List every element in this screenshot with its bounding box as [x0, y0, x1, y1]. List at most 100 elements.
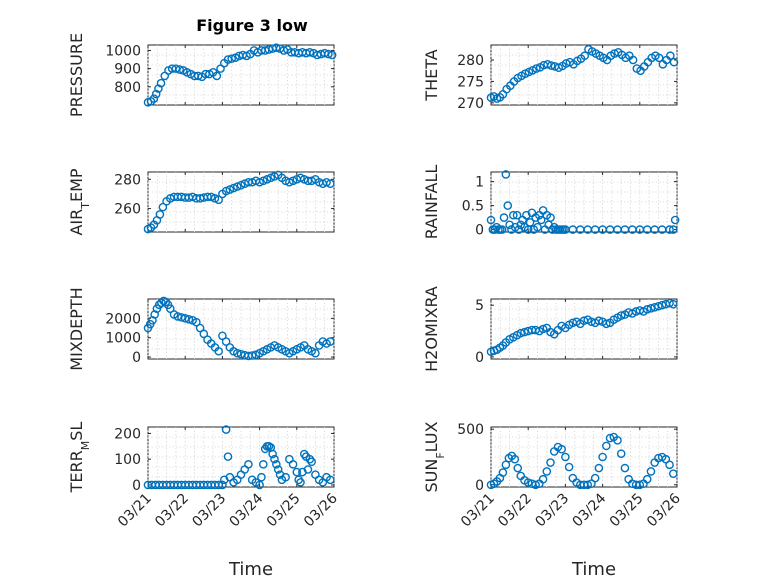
data-point [654, 301, 663, 311]
y-tick-label: 0 [475, 350, 484, 366]
data-point [221, 337, 231, 346]
subplot-h2omixra: 0 5 H2OMIXRA [422, 286, 678, 372]
data-point [646, 304, 656, 313]
data-point [665, 225, 674, 234]
data-point [218, 331, 227, 341]
data-point [247, 351, 257, 360]
figure-title: Figure 3 low [196, 16, 308, 35]
data-point [244, 460, 253, 469]
data-point [214, 346, 223, 356]
data-point [303, 465, 313, 474]
y-axis-label: THETA [422, 49, 441, 101]
y-tick-label: 2000 [105, 311, 141, 327]
y-axis-label: RAINFALL [422, 165, 441, 240]
x-tick-label: 03/26 [301, 490, 341, 530]
subplot-air-temp: 260 280 AIRTEMP [67, 168, 335, 236]
data-point [305, 47, 315, 57]
data-point [666, 51, 675, 61]
x-tick-label: 03/22 [495, 491, 535, 531]
data-point [642, 474, 652, 484]
data-point [665, 460, 674, 470]
y-tick-label: 260 [114, 202, 141, 218]
x-tick-label: 03/21 [115, 491, 155, 531]
data-point [264, 442, 274, 451]
data-point [257, 472, 266, 482]
x-axis-title-right: Time [571, 559, 616, 580]
y-tick-label: 900 [114, 62, 141, 78]
y-tick-label: 270 [457, 96, 484, 112]
data-point [657, 300, 667, 310]
y-axis-label: H2OMIXRA [422, 286, 441, 372]
y-tick-label: 500 [457, 422, 484, 438]
subplot-theta: 270 275 280 THETA [422, 44, 679, 112]
data-point [512, 210, 522, 220]
data-point [223, 452, 233, 461]
y-axis-label: PRESSURE [67, 33, 86, 117]
data-point [670, 215, 680, 225]
data-point [324, 49, 333, 59]
data-point [538, 324, 548, 334]
data-point [557, 444, 566, 454]
data-point [594, 316, 604, 326]
data-point [212, 71, 222, 81]
x-tick-label: 03/26 [644, 490, 684, 530]
data-point [665, 298, 674, 308]
data-point [598, 452, 607, 462]
data-point [158, 202, 168, 212]
y-tick-label: 1000 [105, 331, 141, 347]
data-point [509, 210, 518, 220]
y-tick-label: 0 [475, 223, 484, 239]
data-point [654, 53, 664, 63]
y-axis-label: AIRTEMP [67, 168, 92, 235]
data-point [605, 433, 615, 443]
y-tick-label: 200 [114, 426, 141, 442]
data-point [536, 215, 546, 225]
y-tick-label: 1 [475, 175, 484, 191]
x-tick-label: 03/22 [152, 491, 192, 531]
y-tick-label: 1000 [105, 43, 141, 59]
data-point [218, 480, 227, 490]
data-point [288, 460, 298, 469]
data-point [538, 474, 548, 484]
y-axis-label: SUNFLUX [422, 421, 447, 492]
data-point [292, 467, 302, 477]
data-point [516, 328, 526, 338]
x-tick-label: 03/25 [264, 491, 304, 531]
y-tick-label: 280 [114, 172, 141, 188]
data-point [327, 50, 337, 60]
y-axis-label: TERRMSL [67, 422, 92, 494]
data-point [325, 337, 335, 346]
data-point [259, 460, 268, 469]
data-point [602, 441, 611, 451]
x-tick-label: 03/25 [607, 491, 647, 531]
data-point [525, 218, 535, 227]
data-point [195, 323, 205, 333]
y-tick-label: 275 [457, 74, 484, 90]
data-point [272, 43, 281, 53]
data-point [192, 317, 201, 327]
x-tick-label: 03/23 [532, 491, 572, 531]
data-point [616, 449, 626, 458]
data-point [546, 458, 555, 467]
y-tick-label: 100 [114, 452, 141, 468]
data-point [616, 311, 626, 320]
data-point [635, 480, 645, 490]
data-point [156, 78, 166, 88]
data-point [546, 61, 556, 70]
subplot-pressure: 800 900 1000 PRESSURE [67, 33, 337, 117]
data-point [272, 460, 281, 469]
data-point [602, 319, 611, 329]
data-point [151, 89, 161, 99]
data-point [149, 94, 159, 103]
data-point [501, 170, 511, 179]
x-tick-label: 03/21 [458, 491, 498, 531]
data-point [307, 457, 316, 467]
y-tick-label: 800 [114, 80, 141, 96]
data-point [523, 478, 533, 487]
data-point [311, 348, 320, 358]
y-tick-label: 0 [132, 350, 141, 366]
